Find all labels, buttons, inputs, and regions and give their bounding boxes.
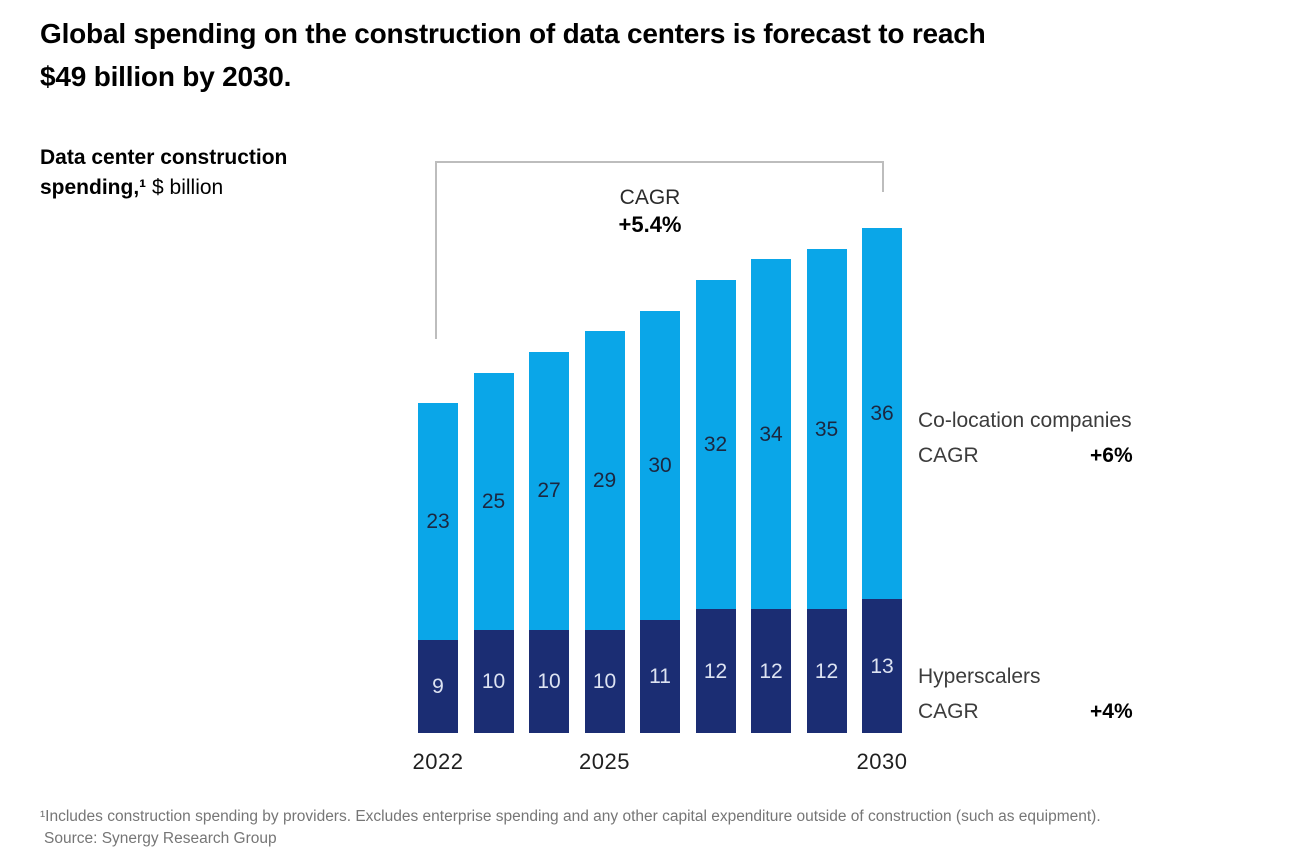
chart-subtitle-unit: $ billion [146, 176, 224, 199]
chart-subtitle-line2: spending,¹ $ billion [40, 173, 400, 203]
chart-subtitle-line1: Data center construction [40, 146, 288, 169]
x-axis-label-2025: 2025 [579, 749, 630, 774]
bar-2026: 30 11 [640, 310, 680, 733]
footnote: ¹Includes construction spending by provi… [40, 806, 1290, 850]
cagr-bracket-left [435, 161, 437, 339]
x-axis-label-2030: 2030 [856, 749, 908, 774]
footnote-source: Source: Synergy Research Group [44, 830, 277, 847]
legend-hyperscalers-cagr-value: +4% [1090, 700, 1133, 723]
bar-2029-hyperscaler-segment: 12 [806, 609, 847, 733]
legend-hyperscalers-cagr-row: CAGR +4% [918, 699, 1178, 724]
bar-2027: 32 12 [695, 279, 736, 733]
cagr-annotation-label: CAGR [619, 186, 681, 209]
bar-2030: 36 13 [862, 228, 902, 733]
bar-2024: 27 10 [529, 351, 569, 733]
cagr-annotation: CAGR +5.4% [550, 184, 750, 238]
page-title-line2: $49 billion by 2030. [40, 61, 292, 92]
bar-2023-hyperscaler-segment: 10 [473, 630, 514, 733]
bar-2022: 23 9 [418, 403, 458, 733]
bar-2025: 29 10 [584, 331, 625, 733]
bar-2024-hyperscaler-segment: 10 [529, 630, 569, 733]
bar-2026-hyperscaler-segment: 11 [640, 619, 680, 733]
chart-subtitle: Data center construction spending,¹ $ bi… [40, 143, 400, 203]
cagr-bracket-right [882, 161, 884, 192]
cagr-annotation-value: +5.4% [618, 212, 682, 237]
legend-colocation: Co-location companies CAGR +6% [918, 408, 1178, 468]
page-title: Global spending on the construction of d… [40, 12, 1270, 98]
bar-2029-colocation-segment: 35 [806, 248, 847, 610]
footnote-line1: ¹Includes construction spending by provi… [40, 808, 1101, 825]
bar-2024-colocation-segment: 27 [529, 351, 569, 630]
bar-2025-hyperscaler-segment: 10 [584, 630, 625, 733]
bar-2029: 35 12 [806, 248, 847, 733]
bar-2023-colocation-segment: 25 [473, 372, 514, 630]
legend-hyperscalers: Hyperscalers CAGR +4% [918, 664, 1178, 724]
bar-2026-colocation-segment: 30 [640, 310, 680, 620]
bar-2028: 34 12 [751, 259, 791, 733]
bar-2027-hyperscaler-segment: 12 [695, 609, 736, 733]
bar-2030-hyperscaler-segment: 13 [862, 599, 902, 733]
cagr-bracket-horizontal [435, 161, 884, 163]
bar-2028-colocation-segment: 34 [751, 259, 791, 610]
legend-hyperscalers-cagr-label: CAGR [918, 700, 979, 723]
bars: 23 9 25 10 27 10 29 10 30 11 32 12 34 12 35 12 36 13 [418, 228, 902, 733]
bar-2030-colocation-segment: 36 [862, 228, 902, 600]
chart-subtitle-bold: spending,¹ [40, 176, 147, 199]
bar-2022-hyperscaler-segment: 9 [418, 640, 458, 733]
legend-colocation-cagr-label: CAGR [918, 444, 979, 467]
legend-colocation-cagr-value: +6% [1090, 444, 1133, 467]
bar-2023: 25 10 [473, 372, 514, 733]
bar-2022-colocation-segment: 23 [418, 403, 458, 641]
page-title-line1: Global spending on the construction of d… [40, 18, 986, 49]
x-axis-label-2022: 2022 [412, 749, 464, 774]
legend-colocation-name: Co-location companies [918, 409, 1132, 432]
legend-hyperscalers-name: Hyperscalers [918, 665, 1041, 688]
bar-2025-colocation-segment: 29 [584, 331, 625, 630]
bar-2027-colocation-segment: 32 [695, 279, 736, 610]
bar-2028-hyperscaler-segment: 12 [751, 609, 791, 733]
legend-colocation-cagr-row: CAGR +6% [918, 443, 1178, 468]
